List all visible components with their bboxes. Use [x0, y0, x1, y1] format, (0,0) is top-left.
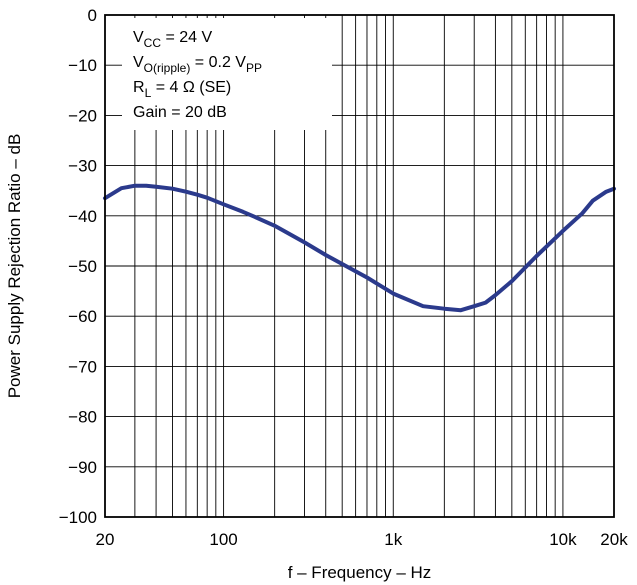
annotation-line: RL = 4 Ω (SE) — [133, 79, 231, 100]
y-tick-label: −60 — [68, 307, 97, 326]
y-tick-label: −90 — [68, 458, 97, 477]
y-tick-label: −30 — [68, 157, 97, 176]
series-lines — [103, 183, 616, 313]
annotation-box — [122, 18, 332, 130]
annotation-line: VO(ripple) = 0.2 VPP — [133, 54, 262, 75]
annotation-line: VCC = 24 V — [133, 29, 212, 50]
x-tick-label: 100 — [209, 530, 237, 549]
y-tick-label: −20 — [68, 106, 97, 125]
y-tick-labels: 0 −10 −20 −30 −40 −50 −60 −70 −80 −90 −100 — [59, 6, 97, 527]
y-tick-label: −80 — [68, 408, 97, 427]
y-tick-label: 0 — [88, 6, 97, 25]
x-tick-labels: 20 100 1k 10k 20k — [96, 530, 629, 549]
plot-frame — [104, 14, 615, 518]
psrr-series-line — [103, 183, 616, 313]
y-tick-label: −10 — [68, 56, 97, 75]
y-tick-label: −100 — [59, 508, 97, 527]
x-tick-label: 10k — [549, 530, 577, 549]
y-tick-label: −40 — [68, 207, 97, 226]
x-axis-label: f – Frequency – Hz — [288, 563, 432, 582]
y-axis-label: Power Supply Rejection Ratio – dB — [5, 134, 24, 399]
x-tick-label: 1k — [384, 530, 402, 549]
x-tick-label: 20 — [96, 530, 115, 549]
annotation-line: Gain = 20 dB — [133, 104, 227, 121]
x-tick-label: 20k — [600, 530, 628, 549]
y-tick-label: −50 — [68, 257, 97, 276]
y-tick-label: −70 — [68, 357, 97, 376]
annotation-text: VCC = 24 V VO(ripple) = 0.2 VPP RL = 4 Ω (… — [133, 29, 262, 121]
